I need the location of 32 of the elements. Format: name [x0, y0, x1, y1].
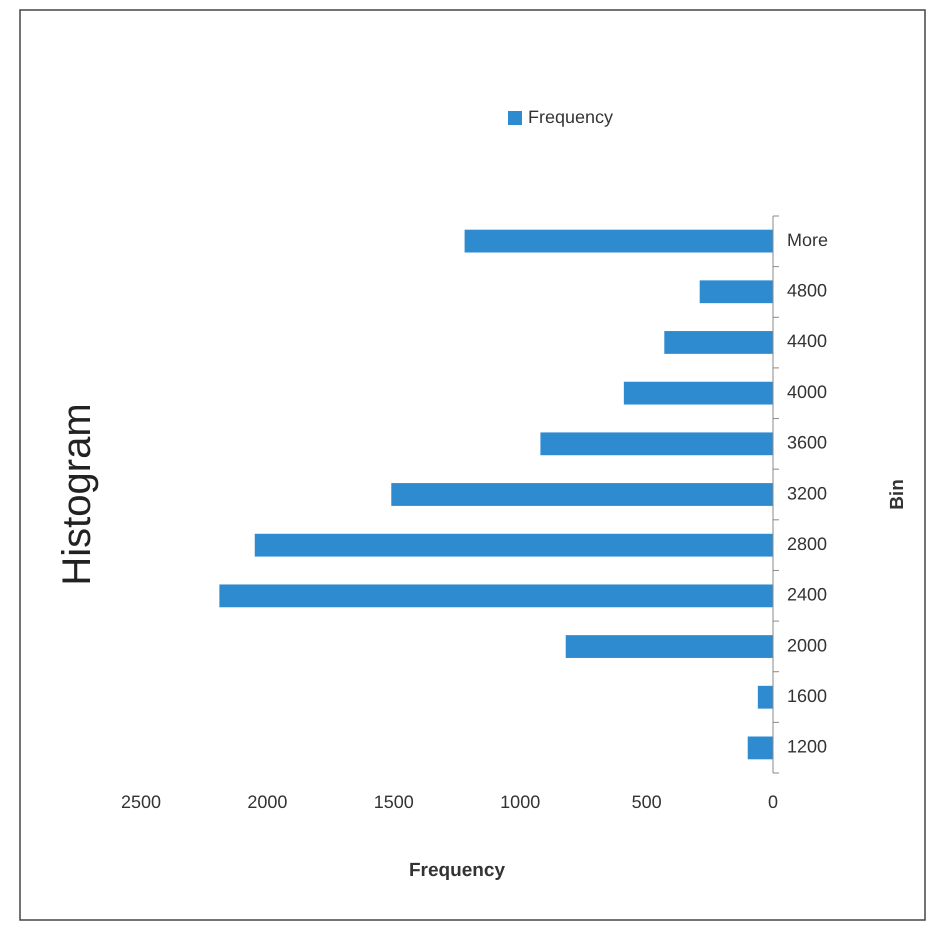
y-tick-label: 1600 — [787, 686, 828, 706]
y-tick-label: 2000 — [787, 635, 828, 656]
x-tick-label: 0 — [768, 792, 778, 812]
bar — [758, 686, 773, 709]
bar — [748, 736, 773, 760]
bar — [391, 483, 773, 506]
y-tick-label: 3200 — [787, 483, 828, 504]
bar — [464, 230, 773, 252]
bar — [219, 584, 773, 608]
x-tick-label: 500 — [632, 792, 662, 812]
bar — [566, 635, 773, 658]
bar — [664, 331, 773, 354]
x-tick-label: 1500 — [374, 792, 414, 812]
bar — [540, 432, 773, 456]
y-tick-label: 4400 — [787, 331, 828, 352]
x-tick-label: 1000 — [500, 792, 540, 812]
y-tick-label: 2400 — [787, 584, 828, 605]
bar — [254, 534, 773, 557]
y-tick-label: 4800 — [787, 280, 828, 301]
y-tick-label: 1200 — [787, 736, 828, 757]
x-tick-label: 2500 — [120, 792, 162, 812]
y-tick-label: 4000 — [787, 382, 828, 402]
bar — [700, 280, 773, 304]
legend-label: Frequency — [528, 106, 614, 127]
bar — [624, 382, 773, 405]
text: Histogram — [55, 403, 99, 586]
y-tick-label: More — [787, 230, 828, 250]
x-axis-title: Frequency — [408, 860, 506, 881]
y-tick-label: 3600 — [787, 432, 828, 453]
y-axis-title: Bin — [887, 479, 908, 510]
x-tick-label: 2000 — [247, 792, 288, 812]
y-tick-label: 2800 — [787, 534, 828, 554]
